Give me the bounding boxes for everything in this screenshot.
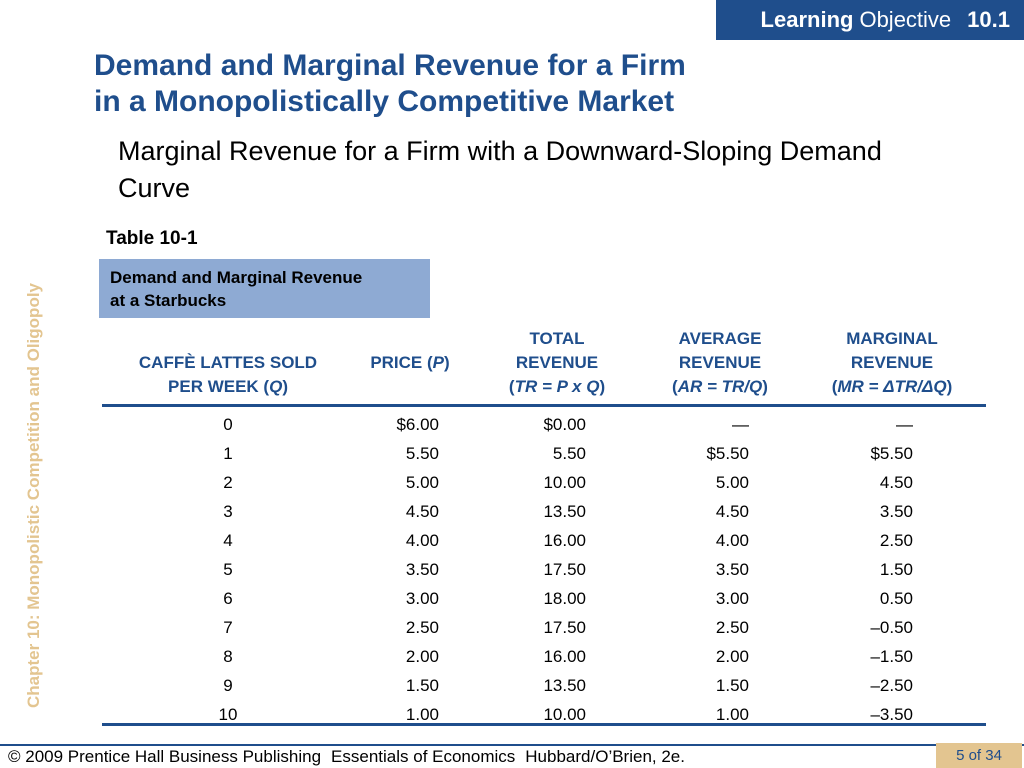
total-revenue-cell: 13.50 xyxy=(543,676,586,695)
price-cell: 5.00 xyxy=(405,473,439,492)
quantity-cell: 0 xyxy=(223,415,233,434)
average-revenue-cell: 3.00 xyxy=(715,589,749,608)
col-header-quantity-line2: PER WEEK (Q) xyxy=(168,377,288,396)
price-cell: 4.00 xyxy=(405,531,439,550)
title-line-1: Demand and Marginal Revenue for a Firm xyxy=(94,49,686,82)
marginal-revenue-cell: –0.50 xyxy=(870,618,913,637)
price-cell: 3.00 xyxy=(405,589,439,608)
average-revenue-cell: 1.50 xyxy=(715,676,749,695)
slide-title: Demand and Marginal Revenue for a Firm i… xyxy=(94,48,686,120)
col-header-marginal-line2: REVENUE xyxy=(850,353,934,372)
quantity-cell: 2 xyxy=(223,473,233,492)
col-header-average-formula: (AR = TR/Q) xyxy=(672,377,768,396)
quantity-cell: 1 xyxy=(223,444,233,463)
footer-book: Essentials of Economics xyxy=(331,747,516,766)
price-cell: 3.50 xyxy=(405,560,439,579)
average-revenue-cell: — xyxy=(732,415,749,434)
marginal-revenue-cell: — xyxy=(896,415,913,434)
average-revenue-cell: 2.50 xyxy=(715,618,749,637)
footer-copyright: © 2009 Prentice Hall Business Publishing xyxy=(8,747,322,766)
marginal-revenue-cell: 0.50 xyxy=(879,589,913,608)
quantity-cell: 6 xyxy=(223,589,233,608)
total-revenue-cell: $0.00 xyxy=(543,415,586,434)
slide-subtitle: Marginal Revenue for a Firm with a Downw… xyxy=(118,136,882,203)
marginal-revenue-cell: $5.50 xyxy=(870,444,913,463)
price-cell: 5.50 xyxy=(405,444,439,463)
total-revenue-cell: 17.50 xyxy=(543,618,586,637)
marginal-revenue-cell: –3.50 xyxy=(870,705,913,724)
col-header-marginal-revenue: MARGINAL REVENUE (MR = ΔTR/ΔQ) xyxy=(802,327,982,399)
marginal-revenue-cell: 1.50 xyxy=(879,560,913,579)
badge-objective: Objective xyxy=(859,7,952,32)
footer-bar xyxy=(0,744,1024,768)
badge-number: 10.1 xyxy=(967,7,1010,32)
total-revenue-cell: 13.50 xyxy=(543,502,586,521)
total-revenue-cell: 5.50 xyxy=(552,444,586,463)
total-revenue-cell: 17.50 xyxy=(543,560,586,579)
table-label: Table 10-1 xyxy=(106,228,198,249)
col-header-quantity-line1: CAFFÈ LATTES SOLD xyxy=(138,353,318,372)
price-cell: 1.00 xyxy=(405,705,439,724)
page-number: 5 of 34 xyxy=(936,743,1022,768)
average-revenue-cell: 1.00 xyxy=(715,705,749,724)
average-revenue-cell: 4.00 xyxy=(715,531,749,550)
average-revenue-cell: 4.50 xyxy=(715,502,749,521)
price-cell: 2.50 xyxy=(405,618,439,637)
learning-objective-badge: Learning Objective 10.1 xyxy=(716,0,1024,40)
quantity-cell: 8 xyxy=(223,647,233,666)
total-revenue-cell: 10.00 xyxy=(543,705,586,724)
col-header-price: PRICE (P) xyxy=(350,351,470,375)
quantity-cell: 3 xyxy=(223,502,233,521)
average-revenue-cell: 2.00 xyxy=(715,647,749,666)
col-header-quantity: CAFFÈ LATTES SOLD PER WEEK (Q) xyxy=(112,351,344,399)
caption-line-1: Demand and Marginal Revenue xyxy=(110,268,363,287)
badge-learning: Learning xyxy=(760,7,854,32)
marginal-revenue-cell: 3.50 xyxy=(879,502,913,521)
col-header-marginal-formula: (MR = ΔTR/ΔQ) xyxy=(831,377,953,396)
title-line-2: in a Monopolistically Competitive Market xyxy=(94,85,675,118)
col-header-total-line2: REVENUE xyxy=(515,353,599,372)
marginal-revenue-cell: 4.50 xyxy=(879,473,913,492)
col-header-average-revenue: AVERAGE REVENUE (AR = TR/Q) xyxy=(645,327,795,399)
caption-line-2: at a Starbucks xyxy=(110,291,227,310)
footer-text: © 2009 Prentice Hall Business Publishing… xyxy=(8,747,685,767)
col-header-average-line1: AVERAGE xyxy=(678,329,762,348)
price-cell: $6.00 xyxy=(396,415,439,434)
col-header-price-line1: PRICE (P) xyxy=(370,353,450,372)
col-header-total-formula: (TR = P x Q) xyxy=(508,377,606,396)
table-caption: Demand and Marginal Revenue at a Starbuc… xyxy=(99,259,430,318)
total-revenue-cell: 16.00 xyxy=(543,531,586,550)
quantity-cell: 9 xyxy=(223,676,233,695)
col-header-marginal-line1: MARGINAL xyxy=(846,329,938,348)
total-revenue-cell: 18.00 xyxy=(543,589,586,608)
col-header-average-line2: REVENUE xyxy=(678,353,762,372)
marginal-revenue-cell: 2.50 xyxy=(879,531,913,550)
col-header-total-line1: TOTAL xyxy=(529,329,585,348)
quantity-cell: 7 xyxy=(223,618,233,637)
quantity-cell: 5 xyxy=(223,560,233,579)
table-top-rule xyxy=(102,404,986,407)
price-cell: 4.50 xyxy=(405,502,439,521)
total-revenue-cell: 10.00 xyxy=(543,473,586,492)
quantity-cell: 4 xyxy=(223,531,233,550)
price-cell: 1.50 xyxy=(405,676,439,695)
marginal-revenue-cell: –2.50 xyxy=(870,676,913,695)
average-revenue-cell: 3.50 xyxy=(715,560,749,579)
footer-authors: Hubbard/O’Brien, 2e. xyxy=(525,747,685,766)
chapter-side-label: Chapter 10: Monopolistic Competition and… xyxy=(24,283,43,708)
price-cell: 2.00 xyxy=(405,647,439,666)
quantity-cell: 10 xyxy=(218,705,238,724)
average-revenue-cell: 5.00 xyxy=(715,473,749,492)
average-revenue-cell: $5.50 xyxy=(706,444,749,463)
table-bottom-rule xyxy=(102,723,986,726)
col-header-total-revenue: TOTAL REVENUE (TR = P x Q) xyxy=(482,327,632,399)
total-revenue-cell: 16.00 xyxy=(543,647,586,666)
marginal-revenue-cell: –1.50 xyxy=(870,647,913,666)
